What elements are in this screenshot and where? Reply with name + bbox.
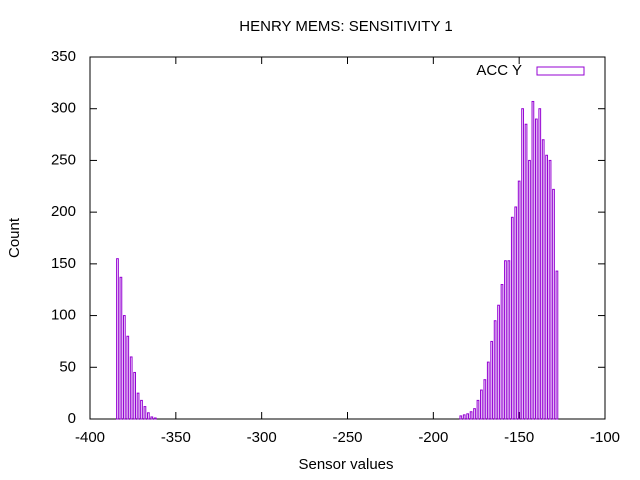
- bar: [147, 412, 150, 420]
- y-tick-label: 50: [59, 358, 76, 375]
- bar: [116, 258, 119, 420]
- bar: [497, 304, 500, 420]
- bar: [459, 415, 463, 420]
- bar: [504, 260, 507, 420]
- bar: [521, 108, 524, 420]
- bar: [483, 379, 487, 420]
- bar: [122, 315, 126, 420]
- bar: [486, 361, 490, 420]
- y-tick-label: 100: [51, 307, 76, 324]
- bar: [490, 340, 494, 420]
- bar: [545, 154, 548, 420]
- bar: [480, 389, 483, 420]
- bar: [507, 260, 511, 420]
- y-tick-label: 0: [68, 410, 76, 427]
- bar: [469, 411, 473, 420]
- bar: [136, 392, 140, 420]
- bar: [119, 276, 123, 420]
- bar: [140, 399, 143, 420]
- plot-border: [89, 56, 606, 420]
- x-tick-label: -250: [332, 429, 362, 446]
- x-tick-label: -350: [161, 429, 191, 446]
- bar: [466, 413, 470, 420]
- bar: [500, 284, 504, 420]
- bar: [555, 270, 559, 420]
- bar: [528, 159, 531, 420]
- bar: [473, 408, 476, 420]
- legend-swatch: [536, 66, 585, 76]
- bar: [150, 416, 154, 420]
- bar: [493, 320, 497, 420]
- bar: [541, 139, 545, 420]
- y-axis-label: Count: [6, 217, 23, 258]
- bar: [476, 399, 480, 420]
- chart-title: HENRY MEMS: SENSITIVITY 1: [239, 18, 452, 35]
- bar: [534, 118, 538, 420]
- bar: [126, 335, 130, 420]
- y-tick-label: 300: [51, 100, 76, 117]
- bar: [133, 371, 136, 420]
- bar: [462, 414, 466, 420]
- y-tick-label: 150: [51, 255, 76, 272]
- bar: [153, 417, 157, 420]
- x-tick-label: -100: [590, 429, 620, 446]
- legend-label: ACC Y: [476, 62, 522, 79]
- y-tick-label: 200: [51, 203, 76, 220]
- bar: [143, 406, 147, 420]
- x-tick-label: -300: [247, 429, 277, 446]
- x-axis-label: Sensor values: [298, 456, 393, 473]
- bar: [538, 108, 542, 420]
- x-tick-label: -200: [418, 429, 448, 446]
- x-tick-label: -400: [75, 429, 105, 446]
- bar: [517, 180, 521, 420]
- y-tick-label: 350: [51, 48, 76, 65]
- bar: [514, 206, 518, 420]
- bar: [129, 356, 133, 420]
- x-tick-label: -150: [504, 429, 534, 446]
- bar: [524, 123, 528, 420]
- y-tick-label: 250: [51, 151, 76, 168]
- bar: [531, 100, 535, 420]
- bar: [548, 159, 552, 420]
- bar: [552, 188, 555, 420]
- bar: [510, 216, 514, 420]
